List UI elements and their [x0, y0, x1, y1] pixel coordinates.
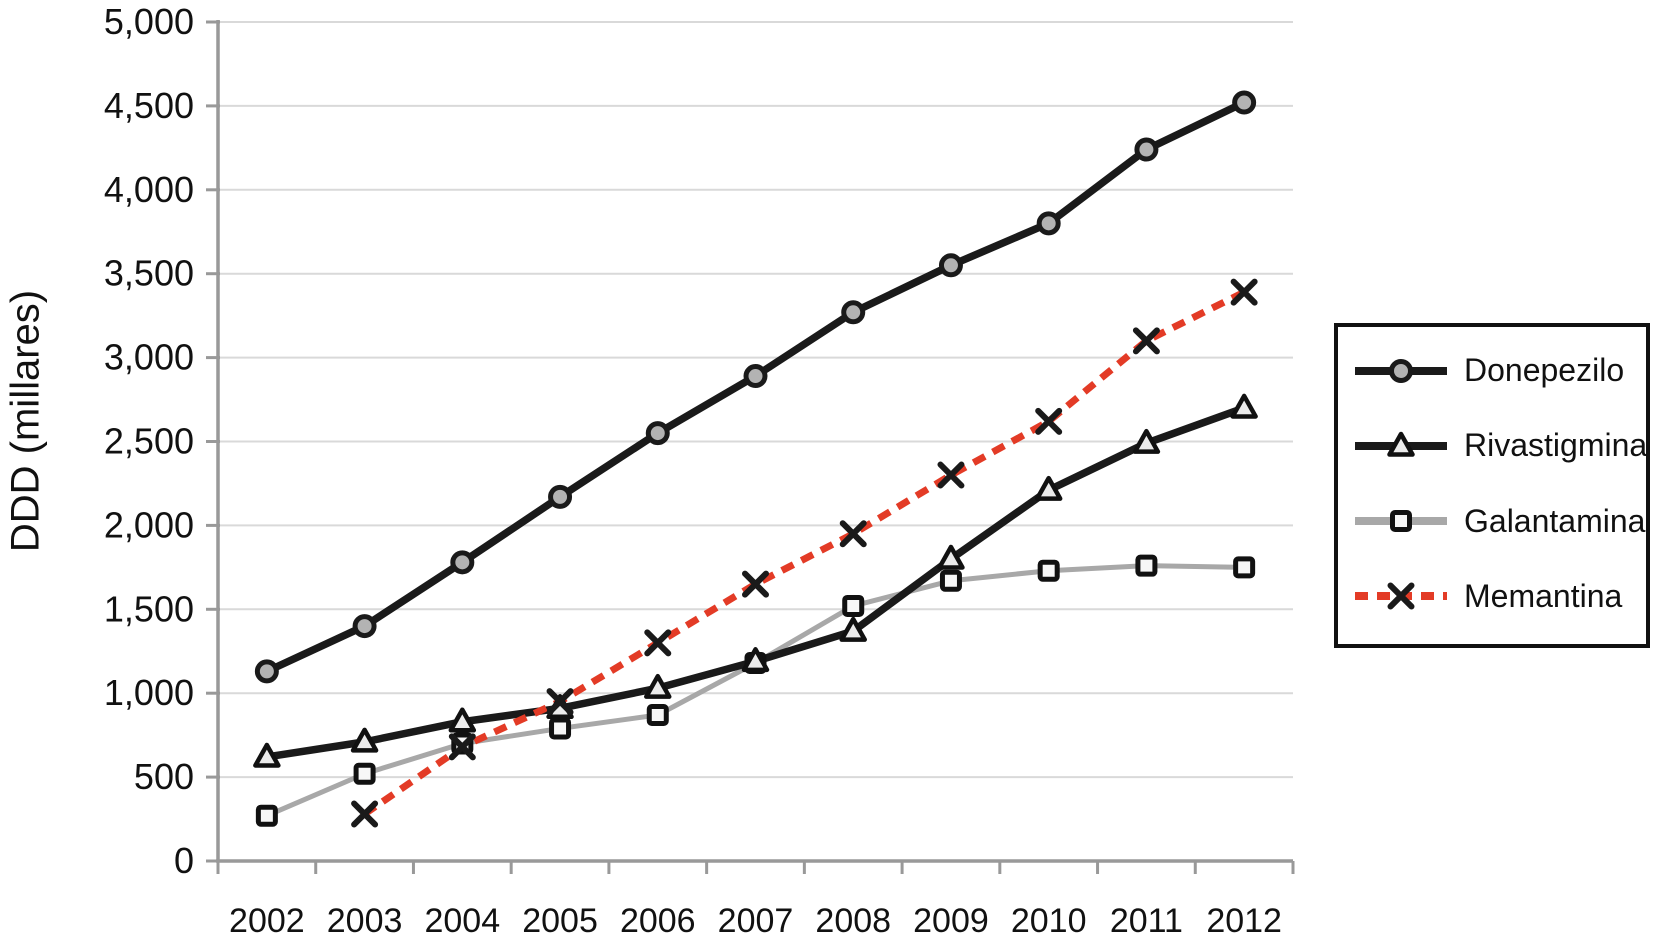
- marker-donepezilo: [938, 253, 963, 278]
- marker-rivastigmina: [1387, 431, 1415, 457]
- legend-label-rivastigmina: Rivastigmina: [1464, 427, 1648, 464]
- marker-memantina: [937, 461, 965, 489]
- marker-memantina: [742, 570, 769, 598]
- x-tick-label: 2009: [913, 902, 989, 940]
- memantina-line-marker-icon: [1355, 582, 1447, 610]
- x-tick-label: 2002: [229, 902, 305, 940]
- marker-galantamina: [549, 717, 572, 740]
- marker-donepezilo: [254, 659, 279, 684]
- y-tick-label: 2,500: [104, 421, 194, 462]
- marker-donepezilo: [1134, 137, 1159, 162]
- marker-memantina: [1035, 407, 1063, 435]
- marker-galantamina: [1390, 510, 1412, 533]
- legend: Donepezilo Rivastigmina Galantamina Mema…: [1334, 323, 1650, 648]
- marker-memantina: [1387, 582, 1415, 610]
- y-tick-label: 1,500: [104, 588, 194, 629]
- marker-galantamina: [939, 569, 962, 592]
- series-line-galantamina: [265, 563, 1245, 818]
- x-tick-label: 2012: [1206, 902, 1282, 940]
- marker-memantina: [1132, 327, 1160, 355]
- marker-memantina: [546, 688, 574, 716]
- marker-memantina: [644, 629, 672, 657]
- y-tick-label: 3,500: [104, 253, 194, 294]
- donepezilo-line-marker-icon: [1355, 358, 1447, 383]
- legend-label-memantina: Memantina: [1464, 577, 1623, 614]
- marker-rivastigmina: [839, 616, 867, 642]
- marker-galantamina: [1037, 559, 1060, 582]
- marker-rivastigmina: [350, 727, 379, 753]
- marker-donepezilo: [450, 550, 475, 575]
- y-tick-label: 0: [174, 840, 194, 881]
- marker-galantamina: [1135, 554, 1158, 577]
- marker-rivastigmina: [741, 647, 770, 673]
- marker-galantamina: [1233, 556, 1256, 579]
- marker-donepezilo: [841, 300, 866, 325]
- galantamina-line-marker-icon: [1355, 510, 1447, 533]
- marker-galantamina: [842, 594, 865, 617]
- y-tick-label: 2,000: [104, 504, 194, 545]
- x-tick-label: 2011: [1110, 902, 1183, 940]
- marker-memantina: [839, 520, 867, 548]
- marker-donepezilo: [743, 364, 768, 389]
- marker-donepezilo: [1389, 358, 1413, 383]
- x-tick-label: 2006: [620, 902, 696, 940]
- marker-rivastigmina: [937, 544, 965, 570]
- x-tick-label: 2005: [522, 902, 598, 940]
- marker-donepezilo: [1036, 211, 1061, 236]
- legend-entry-rivastigmina: Rivastigmina: [1338, 427, 1648, 464]
- marker-memantina: [351, 800, 379, 828]
- marker-memantina: [448, 733, 476, 761]
- y-tick-label: 4,000: [104, 169, 194, 210]
- x-tick-label: 2004: [424, 902, 500, 940]
- marker-galantamina: [646, 704, 669, 727]
- y-tick-label: 5,000: [104, 1, 194, 42]
- y-tick-label: 3,000: [104, 337, 194, 378]
- y-tick-label: 1,000: [104, 672, 194, 713]
- marker-rivastigmina: [253, 742, 281, 768]
- legend-entry-galantamina: Galantamina: [1338, 503, 1646, 540]
- marker-galantamina: [255, 804, 278, 827]
- marker-rivastigmina: [448, 707, 477, 733]
- legend-label-donepezilo: Donepezilo: [1464, 352, 1625, 389]
- x-tick-label: 2003: [327, 902, 403, 940]
- marker-rivastigmina: [1132, 428, 1161, 454]
- legend-entry-donepezilo: Donepezilo: [1338, 352, 1646, 389]
- marker-donepezilo: [548, 484, 573, 509]
- marker-rivastigmina: [1230, 393, 1258, 419]
- marker-donepezilo: [1232, 90, 1257, 115]
- rivastigmina-line-marker-icon: [1355, 431, 1447, 457]
- marker-galantamina: [353, 762, 376, 785]
- marker-rivastigmina: [1034, 475, 1063, 501]
- marker-donepezilo: [645, 421, 670, 446]
- legend-label-galantamina: Galantamina: [1464, 502, 1646, 539]
- marker-donepezilo: [352, 614, 377, 639]
- marker-rivastigmina: [644, 673, 672, 699]
- y-tick-label: 4,500: [104, 85, 194, 126]
- legend-entry-memantina: Memantina: [1338, 578, 1646, 615]
- y-tick-label: 500: [134, 756, 194, 797]
- x-tick-label: 2008: [815, 902, 891, 940]
- x-tick-label: 2007: [718, 902, 794, 940]
- marker-memantina: [1230, 278, 1258, 306]
- series-line-memantina: [362, 289, 1246, 817]
- x-tick-label: 2010: [1011, 902, 1087, 940]
